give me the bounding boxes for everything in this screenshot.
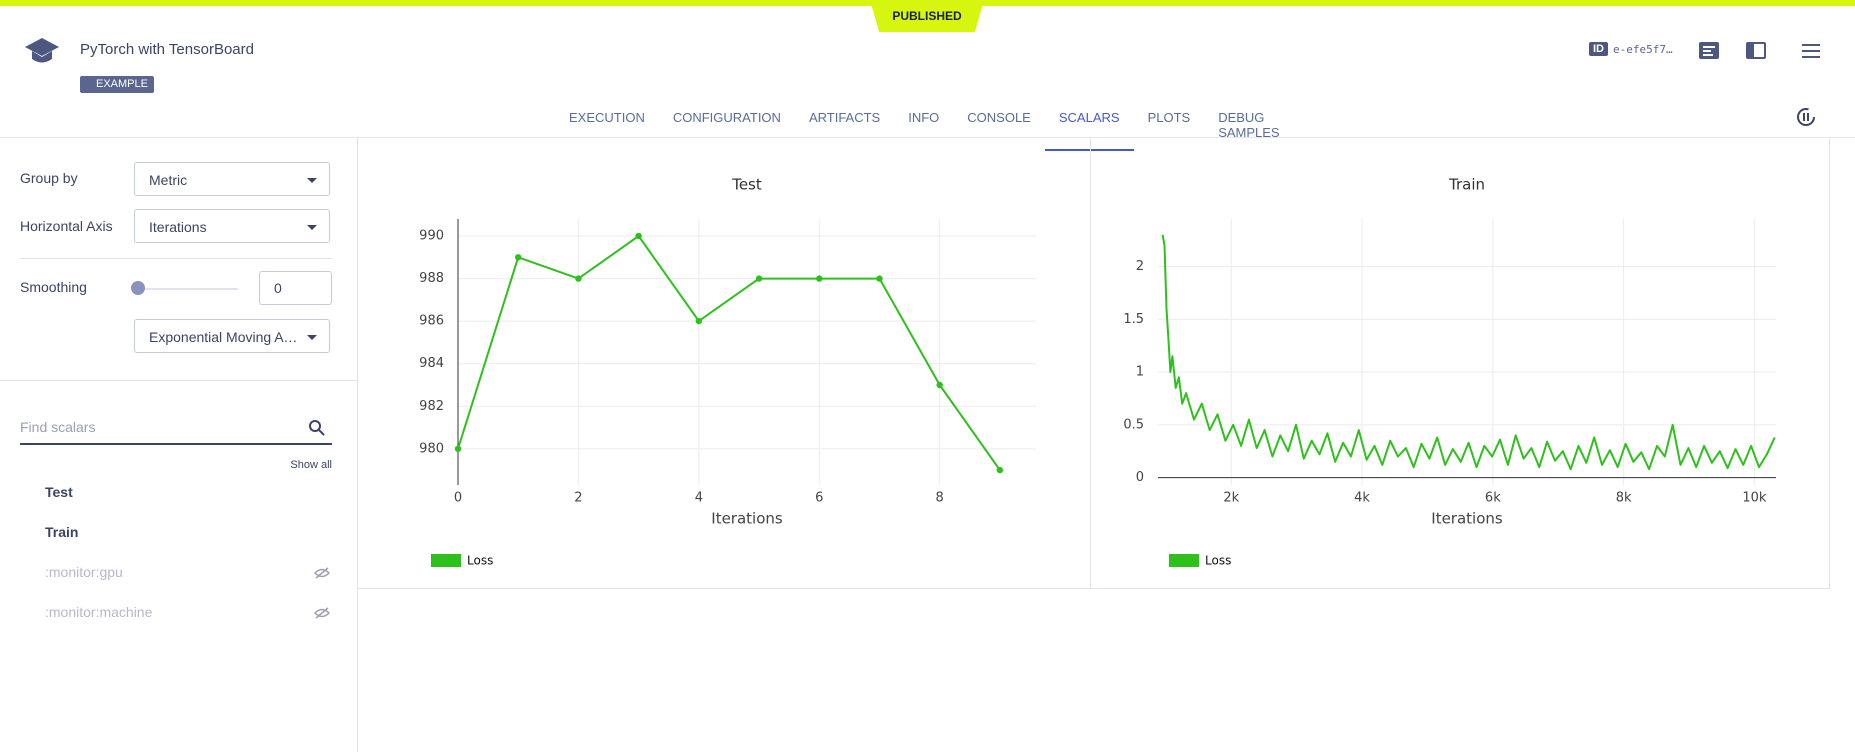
experiment-title: PyTorch with TensorBoard xyxy=(80,41,254,58)
legend-label: Loss xyxy=(467,554,493,568)
divider xyxy=(357,138,358,752)
y-tick-label: 986 xyxy=(419,314,444,329)
search-icon[interactable] xyxy=(308,419,326,437)
show-all[interactable]: Show all xyxy=(290,459,332,471)
tab[interactable]: ARTIFACTS xyxy=(808,110,881,125)
tab[interactable]: CONSOLE xyxy=(967,110,1031,125)
search-input[interactable]: Find scalars xyxy=(20,419,96,435)
x-tick-label: 4k xyxy=(1354,491,1370,506)
refresh-icon[interactable] xyxy=(1795,106,1817,128)
data-point xyxy=(876,275,883,282)
divider xyxy=(1090,138,1091,588)
dropdown[interactable]: Metric xyxy=(134,162,330,196)
y-tick-label: 988 xyxy=(419,271,444,286)
data-point xyxy=(755,275,763,282)
tab[interactable]: CONFIGURATION xyxy=(672,110,781,125)
metric[interactable]: Test xyxy=(45,484,73,500)
y-tick-label: 0 xyxy=(1136,470,1144,485)
id-value: e-efe5f7… xyxy=(1613,42,1673,56)
data-point xyxy=(936,381,943,389)
y-tick-label: 982 xyxy=(419,399,444,414)
x-tick-label: 4 xyxy=(695,491,703,506)
x-tick-label: 6k xyxy=(1485,491,1501,506)
metric[interactable]: :monitor:gpu xyxy=(45,564,123,580)
tab[interactable]: PLOTS xyxy=(1147,110,1191,125)
tag[interactable]: EXAMPLE xyxy=(80,76,154,93)
tab[interactable]: INFO xyxy=(908,110,940,125)
data-line xyxy=(457,235,1001,471)
data-point xyxy=(454,445,462,453)
info-icon[interactable] xyxy=(1699,42,1719,59)
logo xyxy=(25,38,59,63)
x-tick-label: 2k xyxy=(1223,491,1239,506)
hidden-icon[interactable] xyxy=(314,566,330,580)
tab-bar: EXECUTION CONFIGURATION ARTIFACTS INFO CONSO… xyxy=(555,108,1295,151)
y-tick-label: 980 xyxy=(419,441,444,456)
id-label: ID xyxy=(1589,42,1608,56)
layout-icon[interactable] xyxy=(1746,42,1766,59)
dropdown[interactable]: Iterations xyxy=(134,209,330,243)
x-axis-label: Iterations xyxy=(1431,510,1503,528)
dropdown[interactable]: Exponential Moving Average xyxy=(134,319,330,353)
y-tick-label: 2 xyxy=(1136,259,1144,274)
x-axis-label: Iterations xyxy=(711,510,783,528)
legend-label: Loss xyxy=(1205,554,1231,568)
metric[interactable]: :monitor:machine xyxy=(45,604,153,620)
legend-swatch xyxy=(431,554,461,567)
divider xyxy=(0,137,1855,138)
chart-panel xyxy=(358,138,1830,589)
data-point xyxy=(635,232,642,240)
tab[interactable]: EXECUTION xyxy=(569,110,645,125)
divider xyxy=(0,380,357,381)
x-tick-label: 8k xyxy=(1616,491,1632,506)
y-tick-label: 990 xyxy=(419,229,444,244)
tab[interactable]: DEBUG SAMPLES xyxy=(1218,110,1280,140)
x-tick-label: 6 xyxy=(815,491,823,506)
x-tick-label: 2 xyxy=(574,491,582,506)
y-tick-label: 984 xyxy=(419,356,444,371)
metric[interactable]: Train xyxy=(45,524,79,540)
label: Horizontal Axis xyxy=(20,218,113,234)
data-point xyxy=(575,275,582,282)
data-line xyxy=(1161,234,1776,471)
menu-icon[interactable] xyxy=(1802,44,1820,58)
slider-track xyxy=(138,288,238,290)
legend-swatch xyxy=(1169,554,1199,567)
divider xyxy=(20,258,332,259)
label: Smoothing xyxy=(20,279,87,295)
y-tick-label: 1.5 xyxy=(1123,312,1144,327)
data-point xyxy=(816,275,823,282)
x-tick-label: 8 xyxy=(936,491,944,506)
status-badge: PUBLISHED xyxy=(870,0,984,32)
slider-handle[interactable] xyxy=(131,281,145,295)
x-tick-label: 0 xyxy=(454,491,462,506)
data-point xyxy=(515,254,522,261)
tab[interactable]: SCALARS xyxy=(1044,108,1134,151)
header-icons xyxy=(1699,42,1820,59)
chart-title: Test xyxy=(731,176,762,194)
y-tick-label: 1 xyxy=(1136,365,1144,380)
smoothing-input[interactable]: 0 xyxy=(259,271,332,305)
data-point xyxy=(695,317,703,325)
charts: Test 980 982 984 986 988 990 0 2 4 6 8 Iterations Los… xyxy=(419,176,1776,568)
id-badge[interactable]: ID e-efe5f7… xyxy=(1589,42,1673,56)
search-underline xyxy=(20,443,332,445)
x-tick-label: 10k xyxy=(1742,491,1767,506)
y-tick-label: 0.5 xyxy=(1123,417,1144,432)
hidden-icon[interactable] xyxy=(314,606,330,620)
data-point xyxy=(996,466,1004,474)
label: Group by xyxy=(20,170,78,186)
chart-title: Train xyxy=(1448,176,1485,194)
